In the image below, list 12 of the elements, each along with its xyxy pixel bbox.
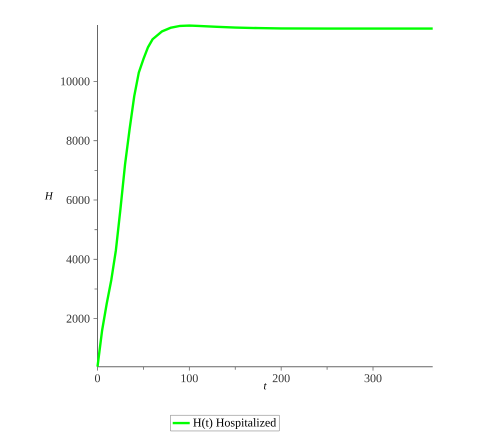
y-tick-label: 10000 xyxy=(61,77,90,86)
x-tick-label: 0 xyxy=(94,374,100,382)
x-tick-label: 100 xyxy=(181,374,198,382)
x-axis-title: t xyxy=(264,383,267,390)
y-axis-title: H xyxy=(44,192,54,200)
y-tick-label: 6000 xyxy=(66,196,90,204)
x-tick-label: 200 xyxy=(272,374,290,382)
legend-label: H(t) Hospitalized xyxy=(193,418,276,430)
x-tick-label: 300 xyxy=(364,374,382,382)
y-tick-label: 2000 xyxy=(66,314,90,323)
y-tick-label: 4000 xyxy=(66,255,90,264)
y-tick-label: 8000 xyxy=(66,136,90,145)
